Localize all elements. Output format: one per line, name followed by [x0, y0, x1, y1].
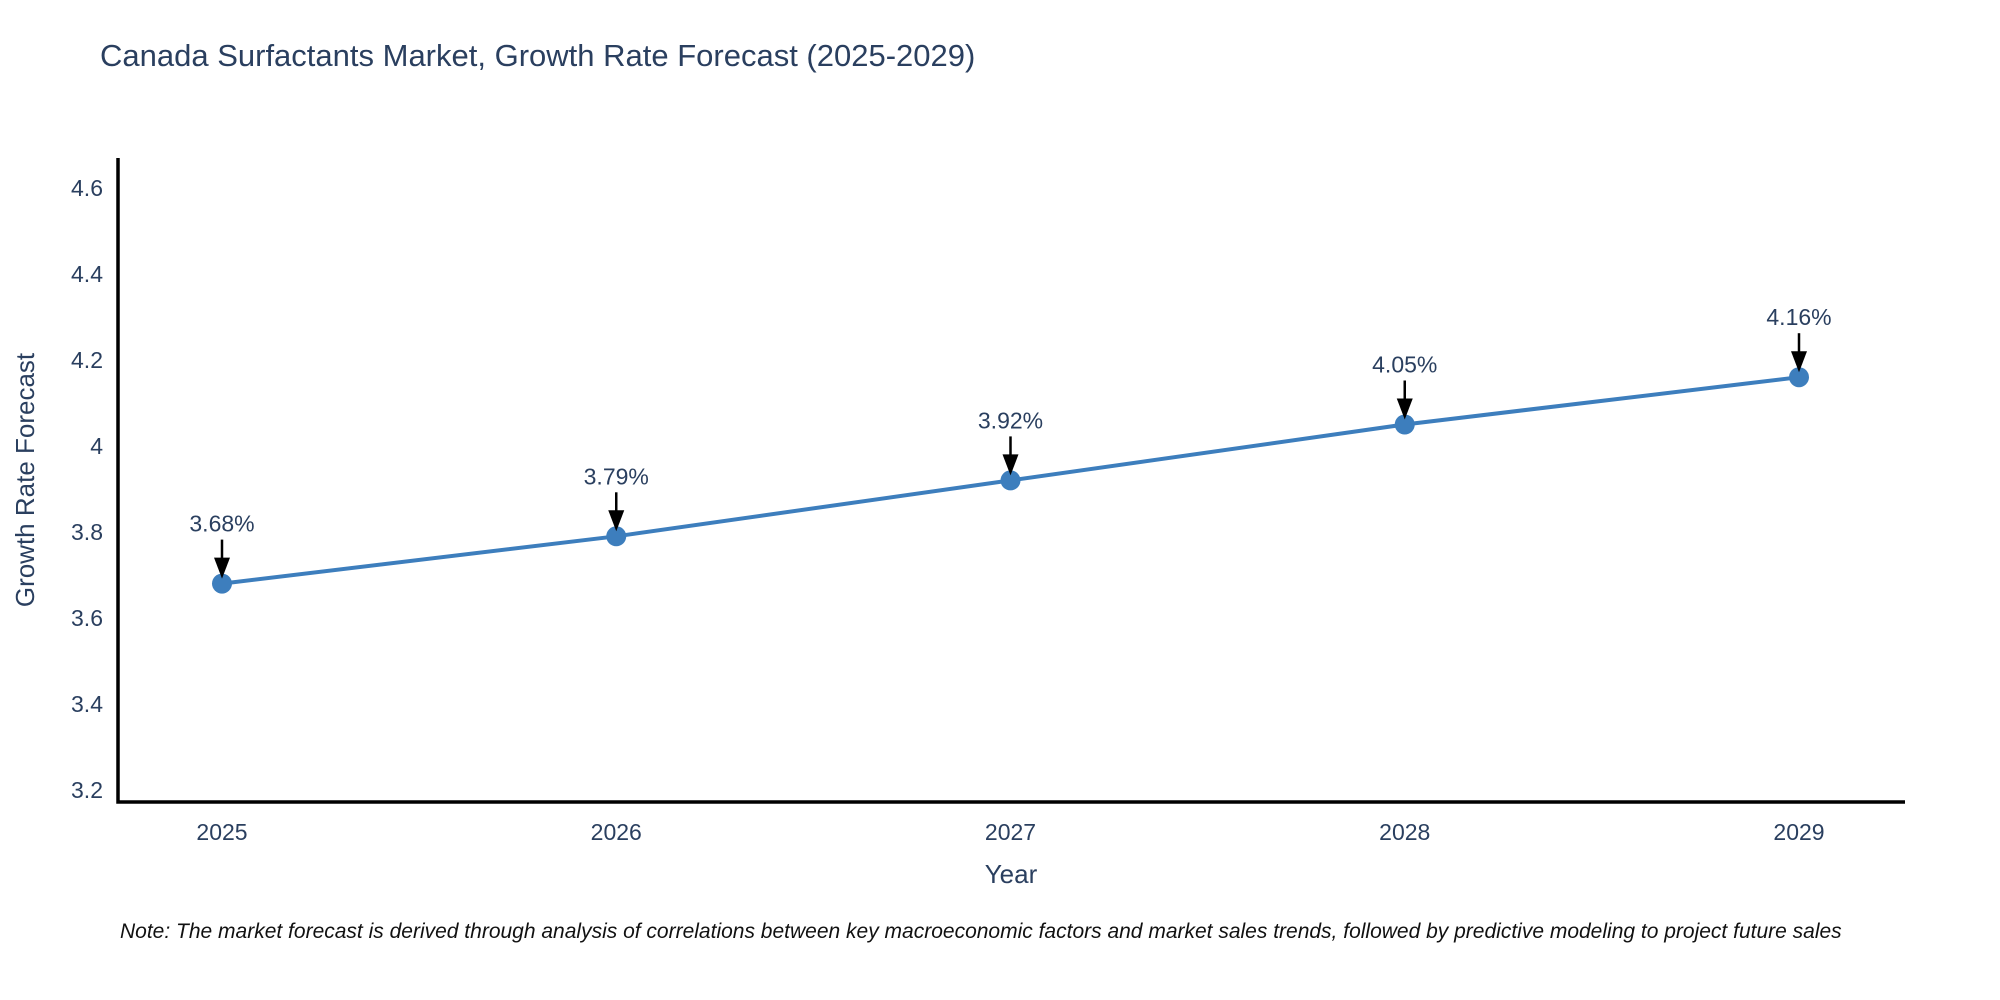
y-tick-label: 4.4 [71, 261, 103, 287]
data-point-marker [606, 526, 627, 547]
y-axis-title: Growth Rate Forecast [10, 352, 40, 607]
annotation-label: 4.05% [1372, 352, 1437, 378]
x-tick-label: 2027 [985, 819, 1036, 845]
annotation-arrowhead [1791, 351, 1807, 373]
data-point-marker [1000, 470, 1021, 491]
annotation-label: 3.79% [584, 463, 649, 489]
y-tick-label: 3.8 [71, 519, 103, 545]
annotation-arrowhead [1002, 454, 1019, 476]
y-tick-label: 4.2 [71, 347, 103, 373]
chart-plot-area: 3.2 3.4 3.6 3.8 4 4.2 4.4 4.6 2025 2026 2027 2028 20… [71, 158, 1905, 845]
annotation-label: 4.16% [1766, 304, 1831, 330]
footnote: Note: The market forecast is derived thr… [120, 920, 1842, 943]
y-tick-label: 4 [90, 433, 103, 459]
x-tick-label: 2026 [591, 819, 642, 845]
x-tick-label: 2029 [1773, 819, 1824, 845]
annotation-arrowhead [214, 557, 230, 579]
data-point-marker [1789, 367, 1809, 388]
annotation-arrowhead [608, 510, 625, 532]
chart-title: Canada Surfactants Market, Growth Rate F… [100, 38, 976, 73]
annotation-arrowhead [1396, 398, 1413, 420]
data-point-marker [1394, 414, 1415, 435]
y-tick-label: 4.6 [71, 175, 103, 201]
x-tick-label: 2028 [1379, 819, 1430, 845]
annotation-label: 3.68% [189, 511, 254, 537]
y-tick-label: 3.2 [71, 777, 103, 803]
y-tick-label: 3.6 [71, 605, 103, 631]
axis-lines [116, 158, 1905, 804]
x-axis-title: Year [985, 859, 1038, 889]
data-point-marker [212, 573, 232, 594]
y-tick-label: 3.4 [71, 691, 103, 717]
x-tick-label: 2025 [196, 819, 247, 845]
annotation-label: 3.92% [978, 407, 1043, 433]
